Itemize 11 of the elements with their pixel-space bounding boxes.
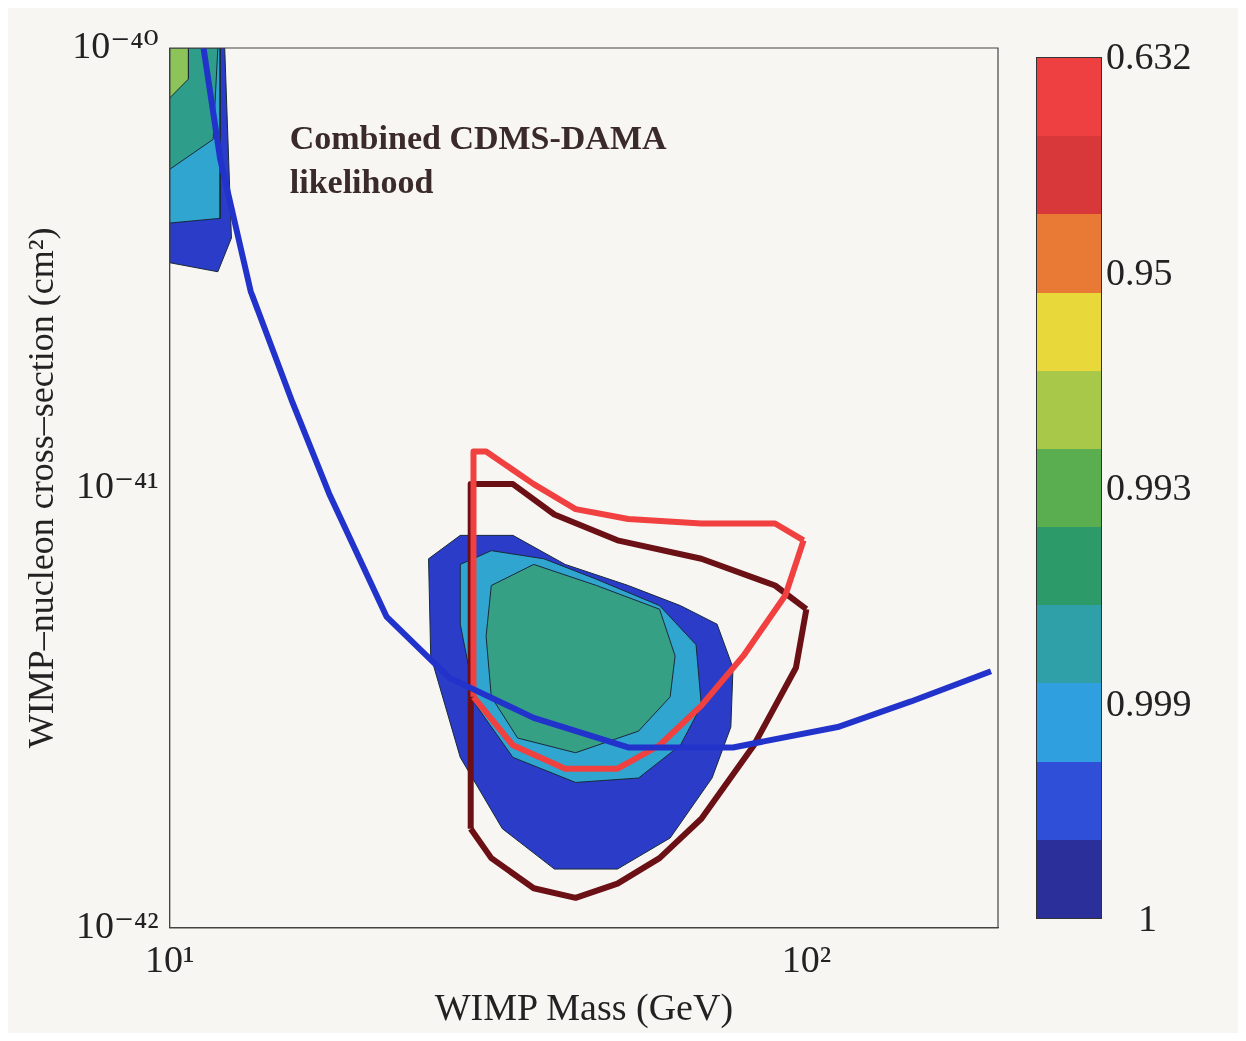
text: 0.95: [1106, 249, 1173, 295]
x-tick-label: 10²: [781, 937, 832, 980]
text: 0.993: [1106, 465, 1192, 510]
y-tick-label: 10⁻⁴¹: [76, 463, 159, 506]
y-axis-title: WIMP–nucleon cross–section (cm²): [21, 227, 62, 749]
annotation: Combined CDMS-DAMA likelihood: [289, 118, 668, 200]
x-axis-title: WIMP Mass (GeV): [434, 986, 734, 1030]
text: 0.632: [1106, 34, 1192, 79]
y-tick-label: 10⁻⁴⁰: [72, 23, 159, 66]
text: 1: [1138, 896, 1157, 941]
text: 0.999: [1106, 680, 1192, 726]
